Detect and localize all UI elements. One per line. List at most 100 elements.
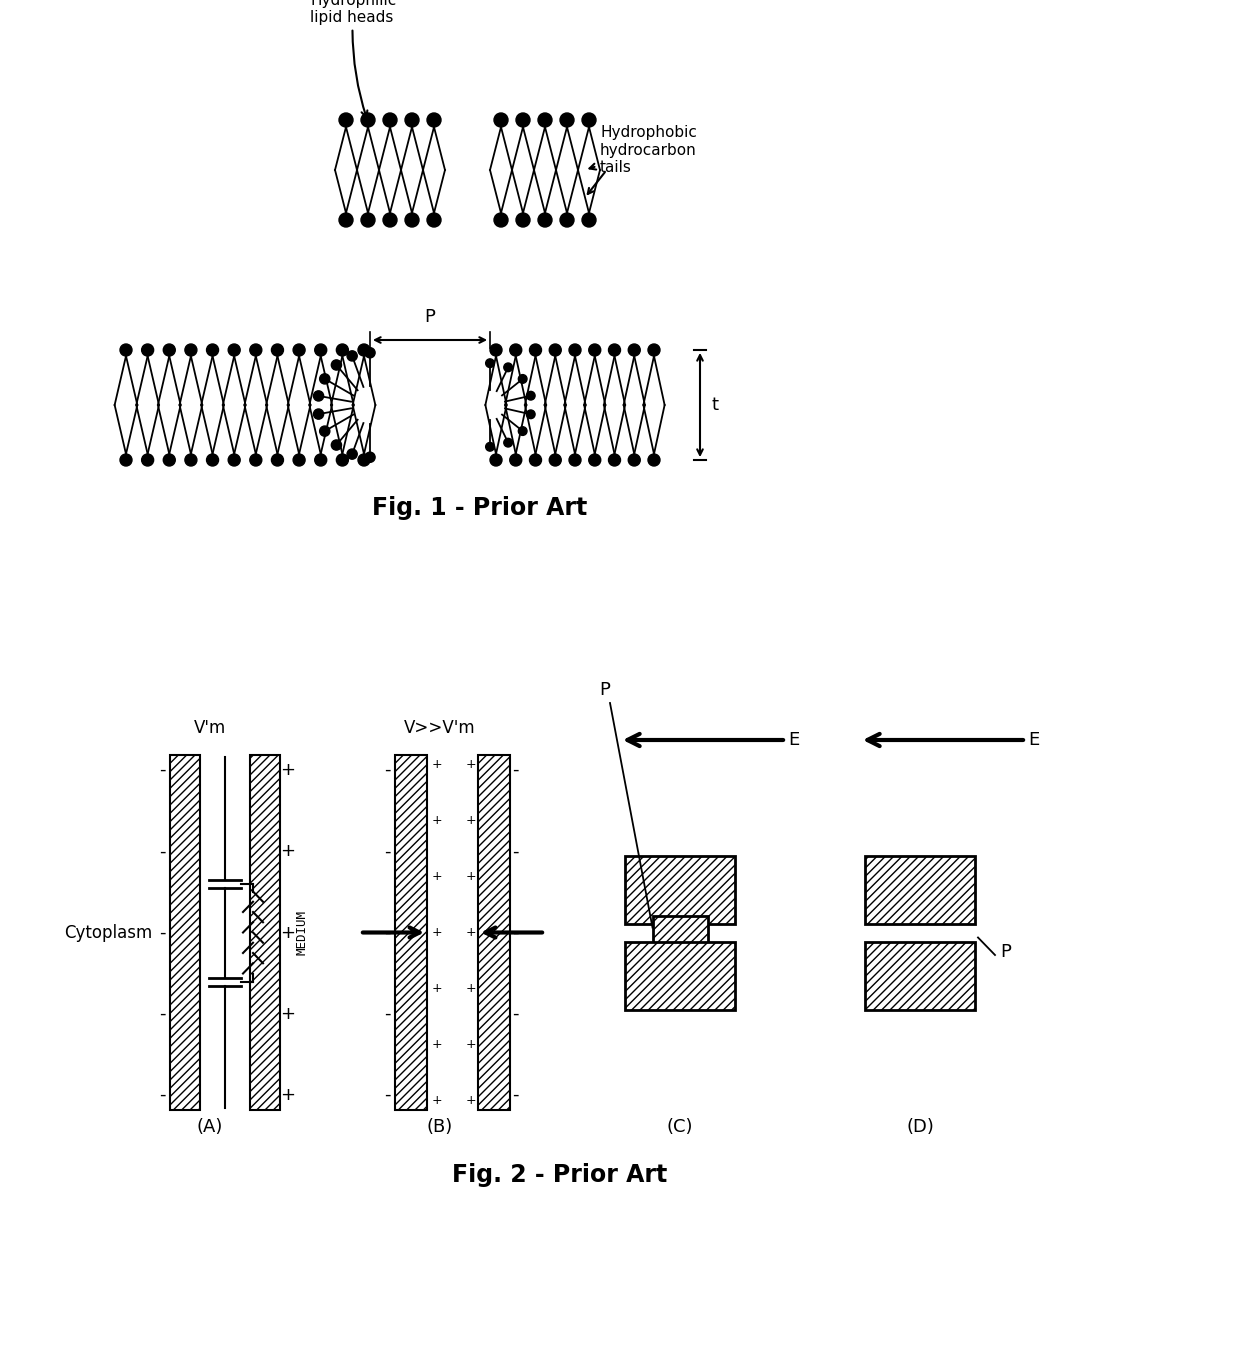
Circle shape xyxy=(120,454,131,466)
Circle shape xyxy=(503,438,512,447)
Text: Cytoplasm: Cytoplasm xyxy=(63,923,153,941)
Text: +: + xyxy=(280,1005,295,1023)
Circle shape xyxy=(361,113,374,126)
Circle shape xyxy=(164,454,175,466)
Circle shape xyxy=(185,454,197,466)
Bar xyxy=(477,755,510,1110)
Text: +: + xyxy=(432,1093,443,1107)
Circle shape xyxy=(365,452,374,462)
Text: V>>V'm: V>>V'm xyxy=(404,719,476,737)
Text: Fig. 1 - Prior Art: Fig. 1 - Prior Art xyxy=(372,496,588,520)
Circle shape xyxy=(629,454,640,466)
Circle shape xyxy=(228,344,241,356)
Text: +: + xyxy=(466,759,476,771)
Text: Hydrophobic
hydrocarbon
tails: Hydrophobic hydrocarbon tails xyxy=(589,125,697,175)
Circle shape xyxy=(336,454,348,466)
Text: -: - xyxy=(383,762,391,779)
Text: -: - xyxy=(383,923,391,941)
Circle shape xyxy=(207,454,218,466)
Text: -: - xyxy=(159,1087,165,1104)
Text: +: + xyxy=(432,1038,443,1051)
Circle shape xyxy=(120,344,131,356)
Circle shape xyxy=(336,344,348,356)
Text: P: P xyxy=(999,942,1011,962)
Circle shape xyxy=(141,454,154,466)
Circle shape xyxy=(589,454,600,466)
Circle shape xyxy=(347,351,357,360)
Circle shape xyxy=(249,454,262,466)
Circle shape xyxy=(293,344,305,356)
Circle shape xyxy=(609,344,620,356)
Circle shape xyxy=(527,392,536,400)
Circle shape xyxy=(315,344,326,356)
Circle shape xyxy=(649,344,660,356)
Circle shape xyxy=(347,449,357,460)
Circle shape xyxy=(629,344,640,356)
Text: +: + xyxy=(466,982,476,994)
Text: -: - xyxy=(512,842,518,861)
Circle shape xyxy=(320,374,330,384)
Circle shape xyxy=(320,426,330,437)
Text: Fig. 2 - Prior Art: Fig. 2 - Prior Art xyxy=(453,1163,667,1187)
Circle shape xyxy=(361,214,374,227)
Circle shape xyxy=(314,409,324,419)
Text: +: + xyxy=(466,926,476,938)
Bar xyxy=(866,941,975,1009)
Text: P: P xyxy=(424,307,435,326)
Text: -: - xyxy=(512,1087,518,1104)
Circle shape xyxy=(365,348,374,358)
Bar xyxy=(625,941,735,1009)
Text: (A): (A) xyxy=(197,1118,223,1136)
Circle shape xyxy=(516,214,529,227)
Circle shape xyxy=(358,344,370,356)
Text: E: E xyxy=(868,732,1040,749)
Bar xyxy=(625,855,735,923)
Text: -: - xyxy=(512,1005,518,1023)
Circle shape xyxy=(272,454,284,466)
Text: MEDIUM: MEDIUM xyxy=(295,910,309,955)
Circle shape xyxy=(486,442,495,452)
Text: P: P xyxy=(600,681,610,699)
Bar xyxy=(396,755,427,1110)
Circle shape xyxy=(494,113,508,126)
Text: +: + xyxy=(280,1087,295,1104)
Circle shape xyxy=(582,214,596,227)
Circle shape xyxy=(383,113,397,126)
Circle shape xyxy=(538,214,552,227)
Text: (C): (C) xyxy=(667,1118,693,1136)
Circle shape xyxy=(529,344,542,356)
Text: (D): (D) xyxy=(906,1118,934,1136)
Circle shape xyxy=(503,363,512,371)
Text: -: - xyxy=(159,762,165,779)
Text: -: - xyxy=(159,1005,165,1023)
Circle shape xyxy=(339,113,353,126)
Circle shape xyxy=(538,113,552,126)
Circle shape xyxy=(331,439,341,450)
Circle shape xyxy=(569,454,582,466)
Text: +: + xyxy=(466,1093,476,1107)
Circle shape xyxy=(516,113,529,126)
Text: +: + xyxy=(432,870,443,883)
Circle shape xyxy=(185,344,197,356)
Circle shape xyxy=(510,344,522,356)
Circle shape xyxy=(490,344,502,356)
Text: +: + xyxy=(280,923,295,941)
Circle shape xyxy=(518,427,527,435)
Circle shape xyxy=(383,214,397,227)
Text: -: - xyxy=(512,923,518,941)
Text: -: - xyxy=(383,1005,391,1023)
Text: +: + xyxy=(432,926,443,938)
Circle shape xyxy=(141,344,154,356)
Text: +: + xyxy=(466,1038,476,1051)
Circle shape xyxy=(582,113,596,126)
Circle shape xyxy=(339,214,353,227)
Text: +: + xyxy=(280,842,295,861)
Bar xyxy=(652,915,708,949)
Circle shape xyxy=(518,374,527,384)
Circle shape xyxy=(228,454,241,466)
Bar xyxy=(866,855,975,923)
Text: t: t xyxy=(712,396,719,413)
Circle shape xyxy=(510,454,522,466)
Circle shape xyxy=(405,113,419,126)
Circle shape xyxy=(164,344,175,356)
